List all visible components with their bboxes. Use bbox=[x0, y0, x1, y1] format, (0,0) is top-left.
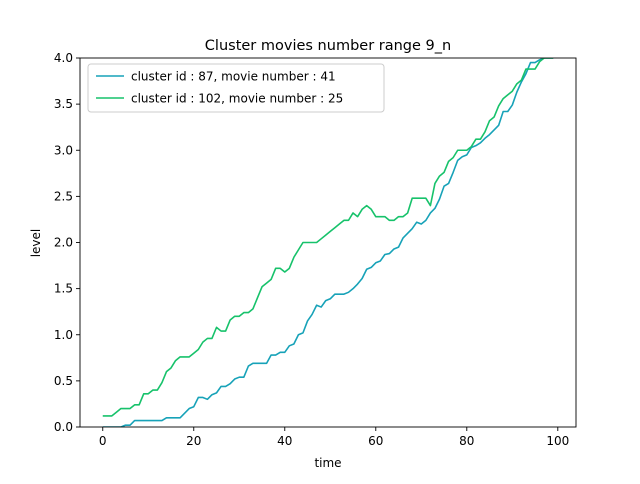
legend-box bbox=[87, 63, 385, 113]
y-tick-label: 1.0 bbox=[54, 328, 73, 342]
y-tick-label: 4.0 bbox=[54, 51, 73, 65]
legend-label-1: cluster id : 87, movie number : 41 bbox=[131, 70, 336, 84]
x-tick-label: 20 bbox=[186, 434, 201, 448]
y-tick-label: 0.0 bbox=[54, 420, 73, 434]
y-tick-label: 3.5 bbox=[54, 97, 73, 111]
x-tick-label: 0 bbox=[99, 434, 107, 448]
y-tick-label: 2.5 bbox=[54, 189, 73, 203]
x-tick-label: 100 bbox=[546, 434, 569, 448]
y-tick-label: 1.5 bbox=[54, 282, 73, 296]
legend-label-2: cluster id : 102, movie number : 25 bbox=[131, 92, 343, 106]
y-tick-label: 3.0 bbox=[54, 143, 73, 157]
series-line-1 bbox=[102, 58, 554, 427]
x-tick-label: 80 bbox=[459, 434, 474, 448]
y-axis-label: level bbox=[29, 229, 43, 258]
y-tick-label: 2.0 bbox=[54, 236, 73, 250]
legend: cluster id : 87, movie number : 41 cluste… bbox=[87, 63, 385, 113]
x-tick-label: 40 bbox=[277, 434, 292, 448]
series-line-2 bbox=[102, 58, 554, 417]
series-layer bbox=[102, 58, 554, 427]
x-axis-label: time bbox=[314, 456, 341, 470]
x-tick-label: 60 bbox=[368, 434, 383, 448]
chart-title: Cluster movies number range 9_n bbox=[205, 38, 451, 54]
axes-layer: 0 20 40 60 80 100 0.0 0.5 1.0 1.5 2.0 2.5 3.0 3.5 4.0 bbox=[54, 51, 577, 448]
y-tick-label: 0.5 bbox=[54, 374, 73, 388]
